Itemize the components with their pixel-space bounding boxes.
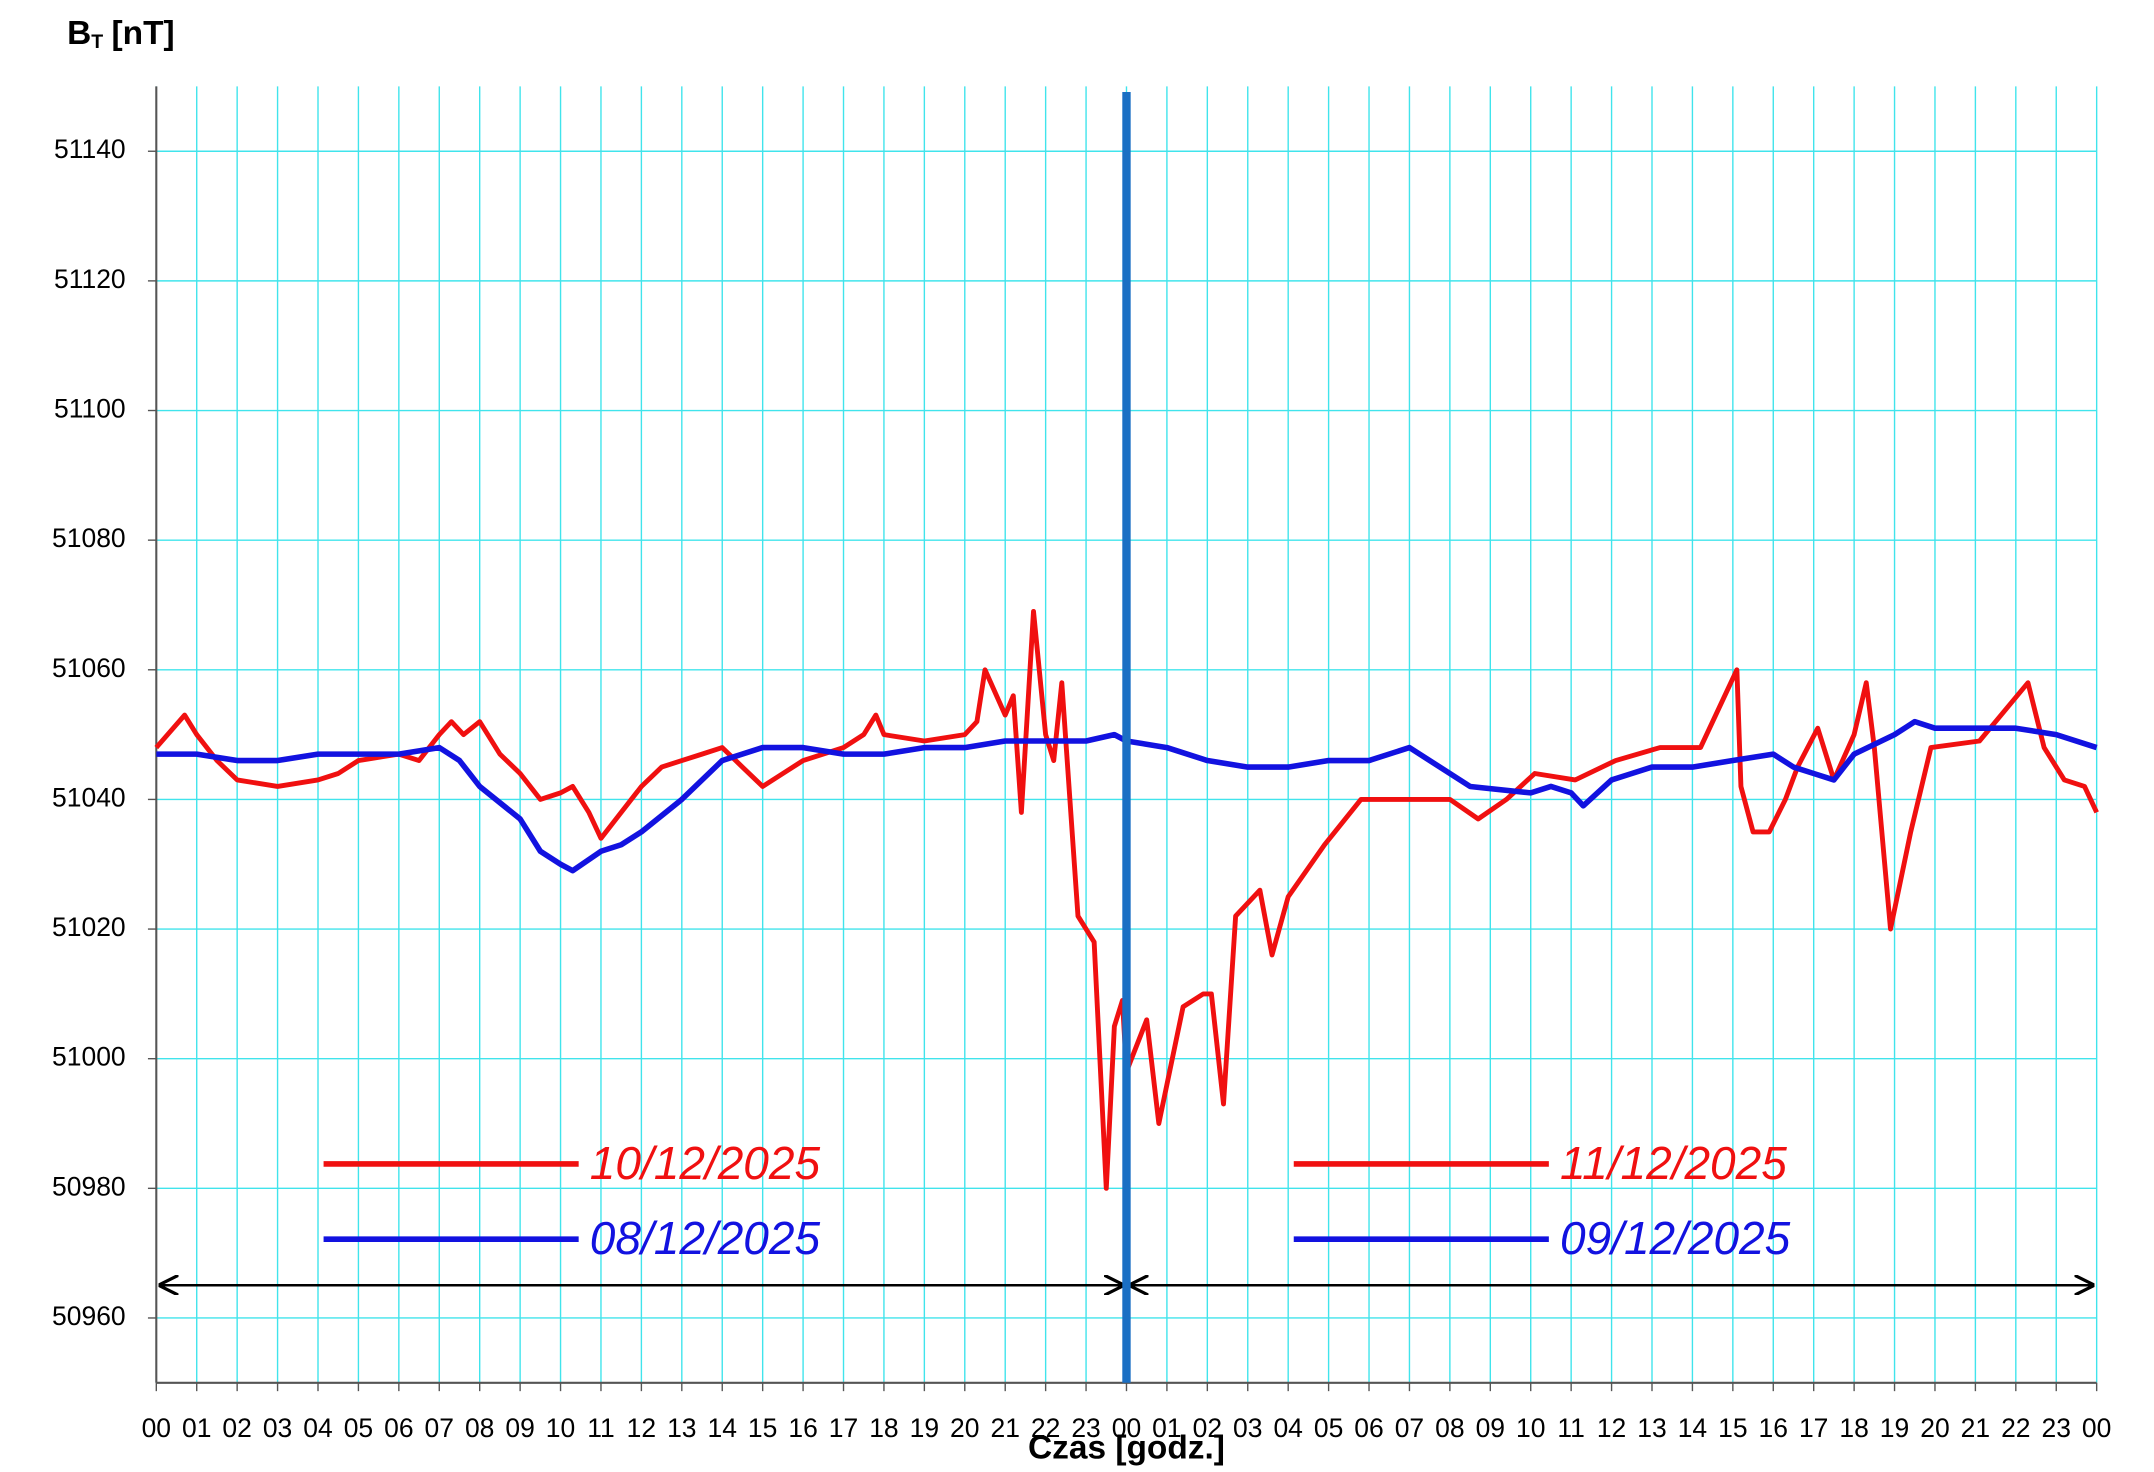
x-tick-label: 04 xyxy=(1273,1413,1302,1443)
y-tick-label: 50980 xyxy=(52,1171,126,1201)
x-tick-label: 17 xyxy=(829,1413,858,1443)
x-tick-label: 07 xyxy=(425,1413,454,1443)
x-tick-label: 01 xyxy=(1152,1413,1181,1443)
x-tick-label: 10 xyxy=(546,1413,575,1443)
x-tick-label: 02 xyxy=(1193,1413,1222,1443)
x-tick-label: 13 xyxy=(1637,1413,1666,1443)
x-tick-label: 23 xyxy=(2042,1413,2071,1443)
x-tick-label: 21 xyxy=(1961,1413,1990,1443)
legend-label: 11/12/2025 xyxy=(1560,1137,1787,1189)
x-tick-label: 00 xyxy=(2082,1413,2111,1443)
x-tick-label: 04 xyxy=(303,1413,332,1443)
x-tick-label: 11 xyxy=(587,1413,614,1443)
y-tick-label: 51060 xyxy=(52,653,126,683)
y-tick-label: 51040 xyxy=(52,782,126,812)
y-tick-label: 51000 xyxy=(52,1042,126,1072)
x-tick-label: 12 xyxy=(1597,1413,1626,1443)
x-tick-label: 08 xyxy=(465,1413,494,1443)
y-tick-label: 51140 xyxy=(54,134,126,164)
series-line xyxy=(1126,718,2098,809)
x-tick-label: 22 xyxy=(1031,1413,1060,1443)
x-tick-label: 19 xyxy=(910,1413,939,1443)
x-tick-label: 17 xyxy=(1799,1413,1828,1443)
legend-label: 10/12/2025 xyxy=(590,1137,821,1189)
x-tick-label: 00 xyxy=(142,1413,171,1443)
x-tick-label: 15 xyxy=(748,1413,777,1443)
x-tick-label: 20 xyxy=(950,1413,979,1443)
x-tick-label: 03 xyxy=(263,1413,292,1443)
x-tick-label: 02 xyxy=(222,1413,251,1443)
x-tick-label: 22 xyxy=(2001,1413,2030,1443)
x-tick-label: 20 xyxy=(1920,1413,1949,1443)
x-tick-label: 05 xyxy=(1314,1413,1343,1443)
x-tick-label: 15 xyxy=(1718,1413,1747,1443)
x-tick-label: 14 xyxy=(708,1413,737,1443)
x-tick-label: 09 xyxy=(505,1413,534,1443)
x-tick-label: 11 xyxy=(1557,1413,1584,1443)
x-tick-label: 18 xyxy=(869,1413,898,1443)
x-tick-label: 23 xyxy=(1071,1413,1100,1443)
x-tick-label: 03 xyxy=(1233,1413,1262,1443)
x-tick-label: 05 xyxy=(344,1413,373,1443)
x-tick-label: 07 xyxy=(1395,1413,1424,1443)
x-tick-label: 19 xyxy=(1880,1413,1909,1443)
x-tick-label: 00 xyxy=(1112,1413,1141,1443)
x-tick-label: 16 xyxy=(1759,1413,1788,1443)
x-tick-label: 14 xyxy=(1678,1413,1707,1443)
series-line xyxy=(156,731,1128,874)
y-axis-label: BT [nT] xyxy=(67,15,175,54)
x-tick-label: 10 xyxy=(1516,1413,1545,1443)
x-axis-label: Czas [godz.] xyxy=(1028,1430,1225,1467)
x-tick-label: 13 xyxy=(667,1413,696,1443)
x-tick-label: 09 xyxy=(1476,1413,1505,1443)
y-tick-label: 51080 xyxy=(52,523,126,553)
y-tick-label: 51120 xyxy=(54,264,126,294)
x-tick-label: 06 xyxy=(1354,1413,1383,1443)
x-tick-label: 08 xyxy=(1435,1413,1464,1443)
x-tick-label: 21 xyxy=(990,1413,1019,1443)
y-tick-label: 50960 xyxy=(52,1301,126,1331)
y-tick-label: 51020 xyxy=(52,912,126,942)
x-tick-label: 18 xyxy=(1839,1413,1868,1443)
x-tick-label: 16 xyxy=(788,1413,817,1443)
legend-label: 09/12/2025 xyxy=(1560,1212,1791,1264)
series-line xyxy=(1124,667,2099,1126)
y-tick-label: 51100 xyxy=(54,394,126,424)
x-tick-label: 06 xyxy=(384,1413,413,1443)
x-tick-label: 01 xyxy=(182,1413,211,1443)
legend-label: 08/12/2025 xyxy=(590,1212,821,1264)
x-tick-label: 12 xyxy=(627,1413,656,1443)
